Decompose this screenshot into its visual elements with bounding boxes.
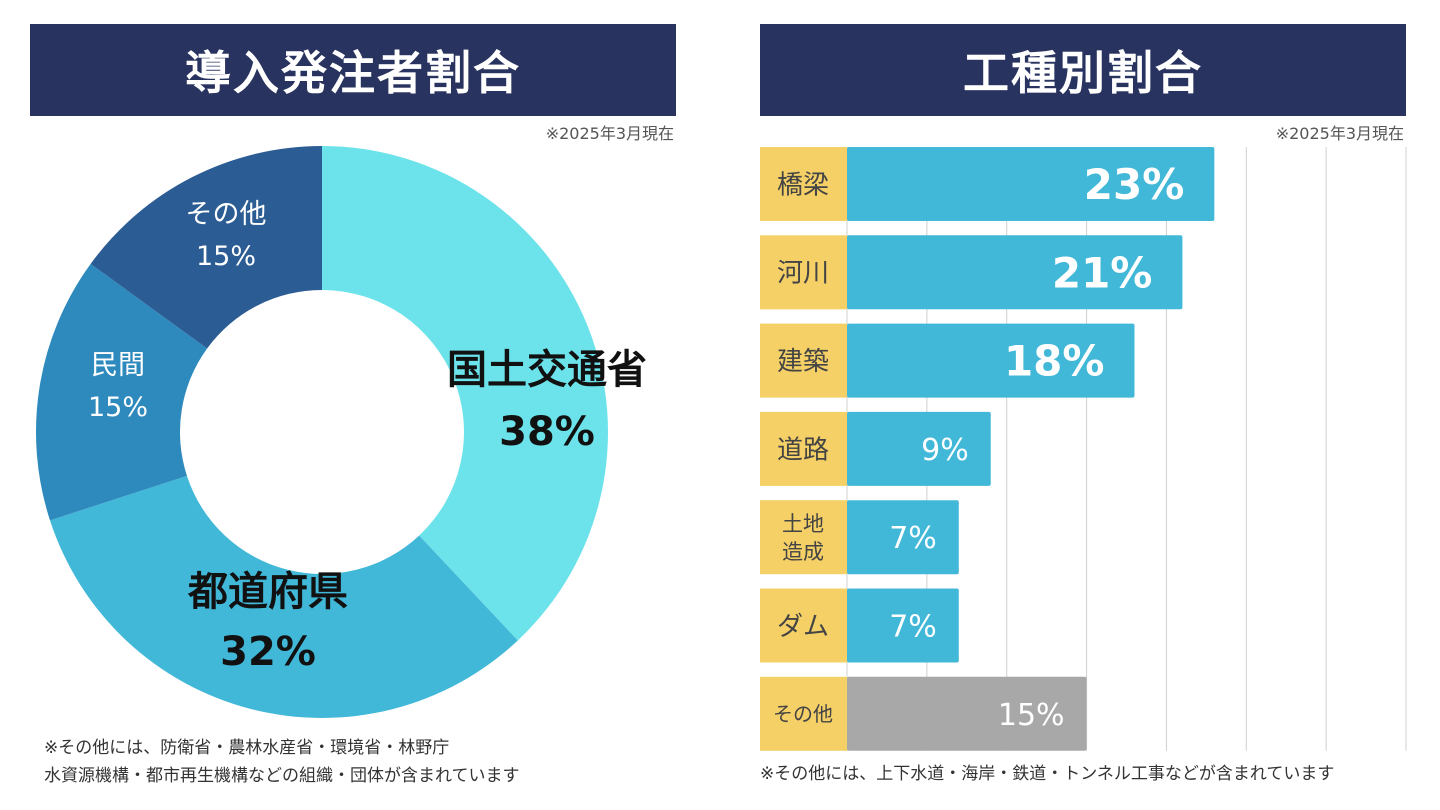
slice-value-label: 15% — [88, 392, 148, 423]
donut-slice — [90, 146, 322, 349]
slice-value-label: 38% — [499, 409, 595, 455]
bar-footnote: ※その他には、上下水道・海岸・鉄道・トンネル工事などが含まれています — [760, 764, 1335, 784]
bar-value-label: 18% — [1004, 337, 1105, 386]
category-label: 橋梁 — [777, 170, 829, 200]
donut-slice — [49, 475, 518, 719]
category-label: 道路 — [777, 435, 829, 465]
category-label: 河川 — [777, 259, 829, 289]
bar-value-label: 7% — [889, 521, 937, 556]
slice-category-label: 民間 — [91, 350, 145, 381]
pie-as-of-date: ※2025年3月現在 — [545, 124, 674, 143]
bar — [847, 323, 1135, 398]
bar — [847, 500, 959, 575]
slice-category-label: その他 — [186, 199, 267, 230]
pie-footnote-line: 水資源機構・都市再生機構などの組織・団体が含まれています — [44, 766, 520, 786]
donut-slice — [322, 146, 608, 641]
bar-as-of-date: ※2025年3月現在 — [1275, 124, 1404, 143]
category-box — [760, 147, 847, 221]
category-label: 造成 — [782, 540, 824, 564]
donut-chart: 国土交通省 38% 都道府県 32% 民間 15% その他 15% — [36, 146, 647, 719]
slice-category-label: 都道府県 — [187, 569, 348, 615]
bar-value-label: 9% — [921, 433, 969, 468]
slice-category-label: 国土交通省 — [447, 347, 647, 393]
category-box — [760, 588, 847, 663]
category-label: その他 — [773, 702, 833, 726]
bar-value-label: 21% — [1052, 248, 1153, 297]
category-box — [760, 411, 847, 486]
slice-value-label: 15% — [196, 241, 256, 272]
pie-footnote: ※その他には、防衛省・農林水産省・環境省・林野庁 水資源機構・都市再生機構などの… — [44, 734, 520, 790]
pie-chart-title: 導入発注者割合 — [30, 24, 676, 116]
bar-value-label: 23% — [1084, 160, 1185, 209]
bar — [847, 588, 959, 663]
category-box — [760, 323, 847, 398]
bar-chart-title: 工種別割合 — [760, 24, 1406, 116]
category-label: ダム — [777, 612, 829, 642]
category-box — [760, 676, 847, 751]
bar — [847, 411, 991, 486]
category-label: 土地 — [782, 512, 824, 536]
category-label: 建築 — [777, 347, 829, 377]
bar-value-label: 15% — [998, 698, 1065, 733]
pie-footnote-line: ※その他には、防衛省・農林水産省・環境省・林野庁 — [44, 738, 450, 758]
category-box — [760, 500, 847, 575]
category-box — [760, 235, 847, 310]
bar — [847, 676, 1087, 751]
bar — [847, 235, 1183, 310]
bar — [847, 147, 1215, 221]
bar-value-label: 7% — [889, 610, 937, 645]
donut-slice — [36, 263, 208, 521]
slice-value-label: 32% — [220, 629, 316, 675]
